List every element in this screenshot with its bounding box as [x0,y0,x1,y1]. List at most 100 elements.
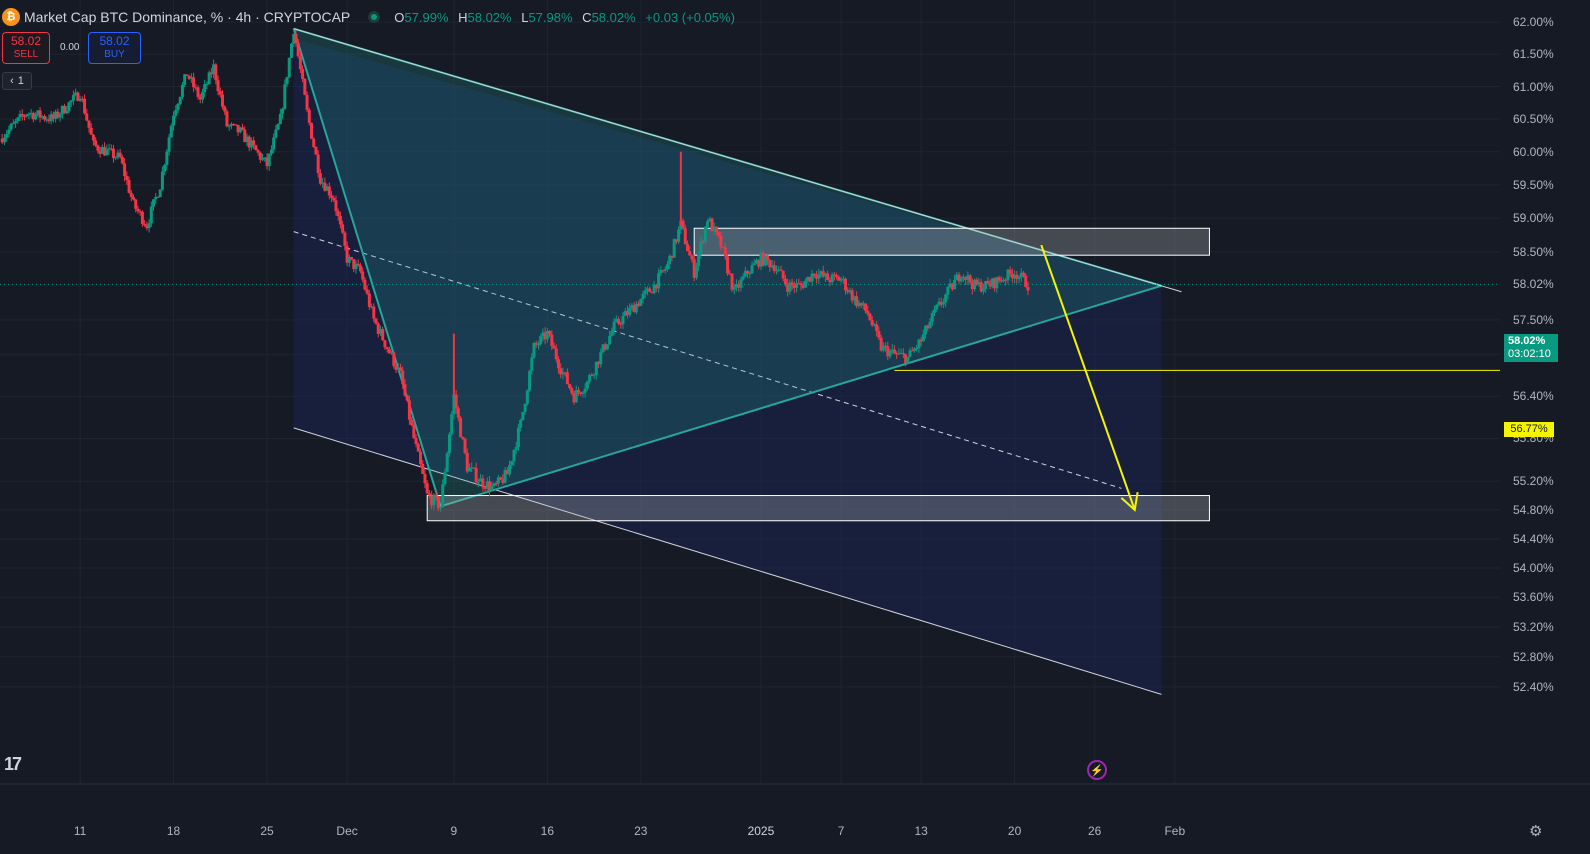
candle-body [318,173,322,184]
candle-body [207,72,211,84]
time-tick-label: 18 [166,824,181,838]
candle-body [977,282,981,285]
gear-icon[interactable]: ⚙ [1529,823,1543,840]
symbol-header: ₿ Market Cap BTC Dominance, % · 4h · CRY… [0,6,735,28]
candle-body [152,199,156,207]
candle-body [505,470,509,475]
candle-body [410,419,414,426]
price-tick-label: 52.40% [1513,679,1554,694]
candle-body [654,284,658,289]
candle-body [200,92,204,100]
time-tick-label: 25 [260,824,274,838]
candle-body [281,108,285,114]
candle-body [648,288,652,292]
time-tick-label: 16 [540,824,555,838]
candle-body [719,236,723,247]
candle-body [154,196,158,200]
candle-body [249,140,253,148]
tradingview-logo[interactable]: 17 [4,754,22,774]
candle-body [588,375,592,382]
candle-body [514,446,518,450]
candle-body [323,182,327,191]
channel-midline [293,231,1122,489]
candle-body [370,306,374,308]
candle-body [759,252,763,267]
candle-body [861,303,865,306]
sell-button[interactable]: 58.02 SELL [2,32,50,64]
candle-body [959,278,963,282]
candle-body [572,393,576,403]
candle-body [672,239,676,258]
projection-arrow-head [1120,491,1139,512]
candle-body [132,197,135,200]
candle-body [961,276,965,279]
candle-body [1024,275,1028,288]
candle-body [143,223,147,226]
candle-body [189,77,193,79]
candle-body [378,329,382,334]
candle-body [741,276,745,280]
candle-body [563,372,567,374]
candle-body [149,206,153,224]
candle-body [628,307,632,316]
candle-body [383,340,387,348]
candle-body [265,157,269,167]
time-tick-label: 9 [450,824,458,838]
candle-body [7,129,11,135]
candle-body [792,285,796,288]
candle-body [583,388,587,393]
candle-body [22,115,26,117]
candle-body [681,220,685,229]
candle-body [63,105,67,114]
candle-body [692,259,696,278]
candle-body [915,348,919,350]
candle-body [839,278,843,281]
candle-body [677,229,681,242]
candle-body [180,84,184,97]
candle-body [9,124,13,130]
candle-body [109,148,113,150]
price-tick-label: 55.20% [1513,474,1554,489]
candle-body [1019,272,1023,278]
candle-body [354,263,358,270]
candle-body [399,367,402,371]
candle-body [884,345,888,347]
candle-body [886,346,890,357]
candle-body [645,288,649,291]
candle-body [387,349,391,354]
candle-body [975,279,979,285]
candle-body [45,119,49,121]
candle-body [510,461,514,466]
horizontal-line-price-tag: 56.77% [1504,422,1554,437]
candle-body [307,109,311,123]
candle-body [652,284,656,294]
candle-body [140,211,144,224]
candle-body [245,136,249,143]
candle-body [407,400,411,420]
candle-body [483,487,487,489]
candle-body [534,342,538,345]
indicator-count: 1 [17,75,24,87]
indicators-toggle-button[interactable]: ‹ 1 [2,72,32,90]
candle-body [89,127,93,135]
buy-button[interactable]: 58.02 BUY [88,32,141,64]
candle-body [91,134,95,141]
lightning-icon[interactable]: ⚡ [1087,760,1107,780]
candle-body [283,84,287,109]
symbol-title[interactable]: Market Cap BTC Dominance, % · 4h · CRYPT… [24,9,351,25]
candle-body [447,434,451,454]
candle-body [706,221,710,227]
candle-body [823,273,827,277]
candle-body [786,284,790,292]
candle-body [98,150,102,154]
candle-body [196,87,200,97]
time-tick-label: Feb [1164,824,1186,838]
candle-body [367,293,371,307]
candle-body [970,282,974,290]
candle-body [1001,279,1005,282]
candle-body [416,443,420,452]
candle-body [846,290,850,293]
candle-body [83,98,87,114]
candle-body [594,361,598,375]
